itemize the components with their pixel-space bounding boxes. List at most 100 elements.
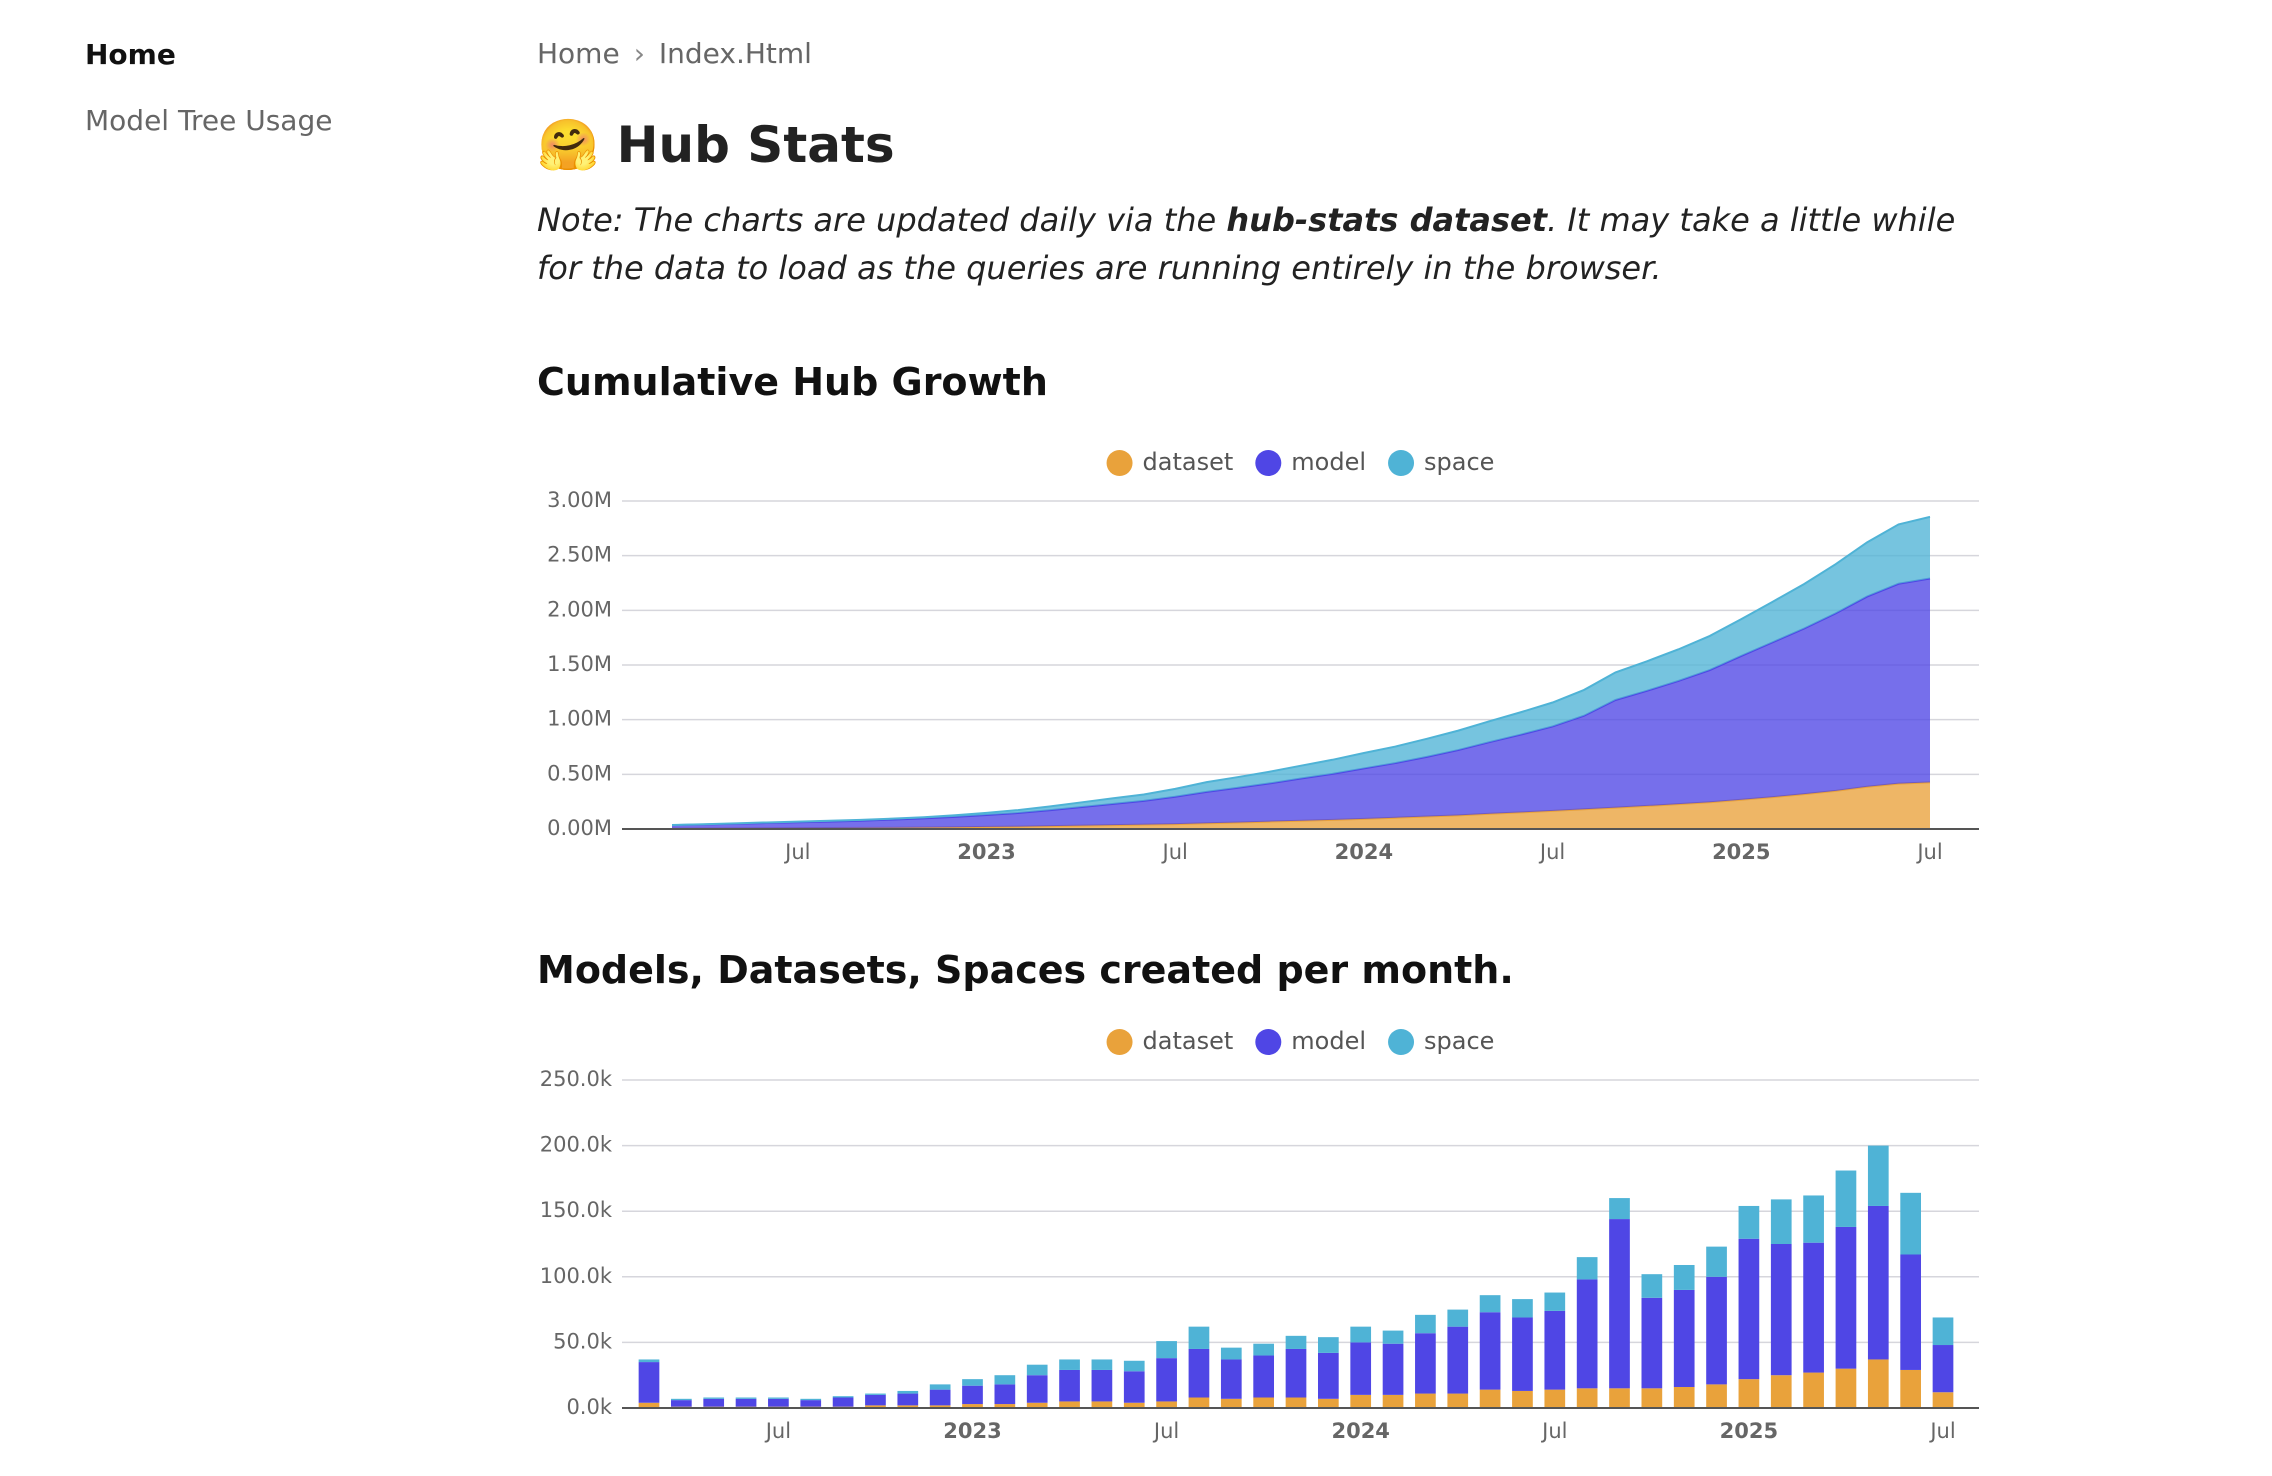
bar-segment [1576, 1257, 1598, 1280]
bar-segment [1641, 1388, 1663, 1408]
y-tick-label: 3.00M [547, 488, 612, 512]
y-tick-label: 1.00M [547, 707, 612, 731]
bar-segment [768, 1397, 789, 1399]
x-tick-label: Jul [1540, 1419, 1567, 1443]
bar-segment [1576, 1279, 1598, 1389]
y-tick-label: 0.0k [566, 1395, 612, 1419]
legend-label: dataset [1143, 448, 1234, 476]
bar-segment [1803, 1242, 1824, 1373]
bar-segment [1544, 1389, 1566, 1408]
legend-label: dataset [1143, 1027, 1234, 1055]
bar-segment [1156, 1341, 1177, 1359]
legend-label: space [1424, 1027, 1494, 1055]
bar-segment [1835, 1368, 1857, 1408]
breadcrumb-link[interactable]: Home [537, 37, 620, 70]
y-tick-label: 100.0k [540, 1264, 613, 1288]
bar-segment [1220, 1347, 1242, 1360]
bar-segment [1415, 1393, 1436, 1408]
bar-segment [1382, 1343, 1404, 1395]
legend-marker [1388, 450, 1415, 476]
bar-segment [1447, 1393, 1469, 1408]
bar-segment [1835, 1226, 1857, 1369]
x-tick-label: 2025 [1720, 1419, 1778, 1443]
bar-segment [1447, 1326, 1469, 1394]
bar-segment [1609, 1198, 1630, 1220]
bar-segment [670, 1398, 692, 1401]
note-link[interactable]: hub-stats dataset [1226, 201, 1547, 239]
nav-link[interactable]: Model Tree Usage [85, 104, 333, 137]
bar-segment [929, 1389, 951, 1406]
legend-label: model [1291, 1027, 1366, 1055]
bar-segment [1350, 1342, 1372, 1395]
bar-segment [1285, 1348, 1307, 1398]
nav-link[interactable]: Home [85, 38, 176, 71]
bar-segment [1673, 1387, 1695, 1408]
y-tick-label: 0.00M [547, 816, 612, 840]
legend-marker [1388, 1029, 1415, 1055]
bar-segment [865, 1394, 886, 1406]
bar-segment [1253, 1355, 1275, 1398]
bar-segment [1220, 1398, 1242, 1408]
x-tick-label: Jul [1928, 1419, 1955, 1443]
note-text: . It may take a little while for the dat… [537, 201, 1956, 287]
x-tick-label: Jul [783, 840, 810, 864]
bar-segment [832, 1397, 854, 1407]
bar-segment [1059, 1401, 1080, 1408]
bar-segment [1415, 1333, 1436, 1394]
bar-segment [1512, 1390, 1533, 1408]
bar-segment [1867, 1359, 1889, 1408]
x-tick-label: 2024 [1335, 840, 1393, 864]
bar-segment [638, 1359, 660, 1363]
breadcrumb: Home › Index.Html [537, 37, 812, 70]
y-tick-label: 50.0k [553, 1329, 613, 1353]
bar-segment [1091, 1369, 1113, 1402]
bar-segment [1770, 1244, 1792, 1376]
bar-segment [1156, 1358, 1177, 1402]
bar-segment [994, 1384, 1016, 1405]
legend-marker [1255, 450, 1282, 476]
bar-segment [1706, 1246, 1727, 1277]
bar-segment [1867, 1205, 1889, 1360]
bar-segment [897, 1393, 919, 1406]
bar-segment [994, 1404, 1016, 1408]
bar-segment [1803, 1372, 1824, 1408]
area [672, 578, 1930, 829]
bar-segment [994, 1375, 1016, 1385]
legend-marker [1106, 450, 1133, 476]
note-text: Note: The charts are updated daily via t… [537, 201, 1227, 239]
bar-segment [1253, 1397, 1275, 1408]
legend-label: model [1291, 448, 1366, 476]
bar-segment [1512, 1317, 1533, 1391]
bar-segment [1123, 1402, 1145, 1408]
bar-segment [800, 1400, 822, 1407]
x-tick-label: Jul [1152, 1419, 1179, 1443]
bar-segment [1059, 1359, 1080, 1370]
bar-segment [1932, 1345, 1954, 1393]
y-tick-label: 150.0k [540, 1198, 613, 1222]
bar-segment [670, 1400, 692, 1407]
bar-segment [897, 1405, 919, 1408]
note: Note: The charts are updated daily via t… [537, 196, 1977, 292]
x-tick-label: 2025 [1712, 840, 1770, 864]
legend-label: space [1424, 448, 1494, 476]
breadcrumb-current: Index.Html [658, 37, 812, 70]
bar-segment [1026, 1364, 1048, 1376]
bar-segment [1641, 1274, 1663, 1298]
bar-segment [768, 1398, 789, 1407]
bar-segment [1544, 1292, 1566, 1311]
x-tick-label: Jul [764, 1419, 791, 1443]
bar-segment [1738, 1379, 1760, 1408]
bar-segment [897, 1390, 919, 1394]
y-tick-label: 1.50M [547, 652, 612, 676]
bar-segment [1188, 1326, 1210, 1349]
x-tick-label: Jul [1161, 840, 1188, 864]
bar-segment [1900, 1369, 1922, 1408]
bar-segment [1415, 1314, 1436, 1334]
x-tick-label: Jul [1915, 840, 1942, 864]
bar-segment [1091, 1359, 1113, 1370]
bar-segment [1188, 1397, 1210, 1408]
bar-segment [1123, 1371, 1145, 1403]
bar-segment [1900, 1254, 1922, 1370]
area [672, 516, 1930, 826]
